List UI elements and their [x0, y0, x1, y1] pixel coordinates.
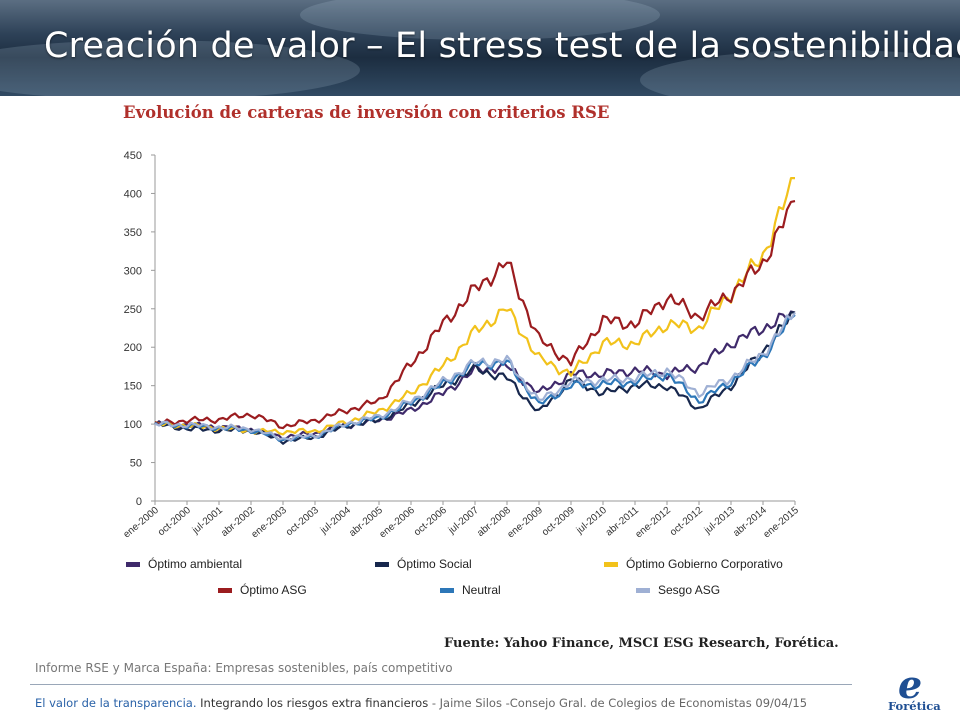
banner-wave	[0, 40, 360, 96]
legend-label: Óptimo Gobierno Corporativo	[626, 557, 783, 571]
x-tick-label: ene-2012	[633, 505, 673, 541]
legend-swatch	[218, 587, 232, 593]
series-line-2	[154, 311, 796, 445]
legend-label: Óptimo Social	[397, 557, 472, 571]
legend-item: Sesgo ASG	[636, 582, 720, 598]
footer-part1: El valor de la transparencia.	[35, 696, 197, 710]
legend-swatch	[126, 561, 140, 567]
legend-label: Óptimo ASG	[240, 583, 307, 597]
foretica-logo: e Forética	[886, 662, 944, 716]
line-chart: 050100150200250300350400450ene-2000oct-2…	[121, 150, 801, 541]
logo-letter: e	[898, 662, 923, 707]
x-tick-label: ene-2003	[249, 505, 289, 541]
chart-title: Evolución de carteras de inversión con c…	[123, 103, 610, 122]
y-tick-label: 350	[124, 227, 142, 239]
footer-date: 09/04/15	[751, 696, 808, 710]
legend-swatch	[604, 561, 618, 567]
y-tick-label: 400	[124, 188, 142, 200]
footer-part3: - Jaime Silos -Consejo Gral. de Colegios…	[428, 696, 752, 710]
legend-item: Óptimo ASG	[218, 582, 307, 598]
footer-divider	[30, 684, 852, 685]
chart-source: Fuente: Yahoo Finance, MSCI ESG Research…	[444, 636, 839, 651]
legend-label: Óptimo ambiental	[148, 557, 243, 571]
legend-item: Neutral	[440, 582, 501, 598]
x-tick-label: ene-2000	[121, 505, 161, 541]
series-line-4	[154, 200, 796, 430]
legend-swatch	[440, 587, 454, 593]
x-tick-label: ene-2015	[761, 505, 801, 541]
y-tick-label: 50	[130, 458, 142, 470]
series-line-1	[154, 310, 796, 441]
series-line-5	[154, 314, 796, 442]
y-tick-label: 250	[124, 304, 142, 316]
y-tick-label: 150	[124, 381, 142, 393]
x-tick-label: ene-2006	[377, 505, 417, 541]
x-tick-label: oct-2000	[156, 505, 193, 539]
y-tick-label: 300	[124, 265, 142, 277]
title-banner	[0, 0, 960, 96]
footer-text: El valor de la transparencia. Integrando…	[35, 696, 807, 710]
series-line-6	[154, 312, 796, 442]
y-tick-label: 0	[136, 496, 142, 508]
y-tick-label: 450	[124, 150, 142, 162]
slide-title: Creación de valor – El stress test de la…	[44, 26, 960, 66]
legend-swatch	[636, 587, 650, 593]
report-note: Informe RSE y Marca España: Empresas sos…	[35, 661, 453, 675]
legend-label: Sesgo ASG	[658, 583, 721, 597]
legend-item: Óptimo Social	[375, 556, 472, 572]
x-tick-label: oct-2003	[284, 505, 321, 539]
x-tick-label: oct-2006	[412, 505, 449, 539]
legend-label: Neutral	[462, 583, 501, 597]
x-tick-label: oct-2009	[540, 505, 577, 539]
banner-wave	[300, 0, 660, 40]
y-tick-label: 200	[124, 342, 142, 354]
x-tick-label: oct-2012	[668, 505, 705, 539]
logo-text: Forética	[888, 699, 941, 713]
x-tick-label: ene-2009	[505, 505, 545, 541]
legend-item: Óptimo Gobierno Corporativo	[604, 556, 783, 572]
footer-part2: Integrando los riesgos extra financieros	[196, 696, 429, 710]
series-line-3	[154, 176, 795, 436]
y-tick-label: 100	[124, 419, 142, 431]
x-tick-label: jul-2010	[574, 505, 609, 537]
legend-swatch	[375, 561, 389, 567]
legend-item: Óptimo ambiental	[126, 556, 242, 572]
